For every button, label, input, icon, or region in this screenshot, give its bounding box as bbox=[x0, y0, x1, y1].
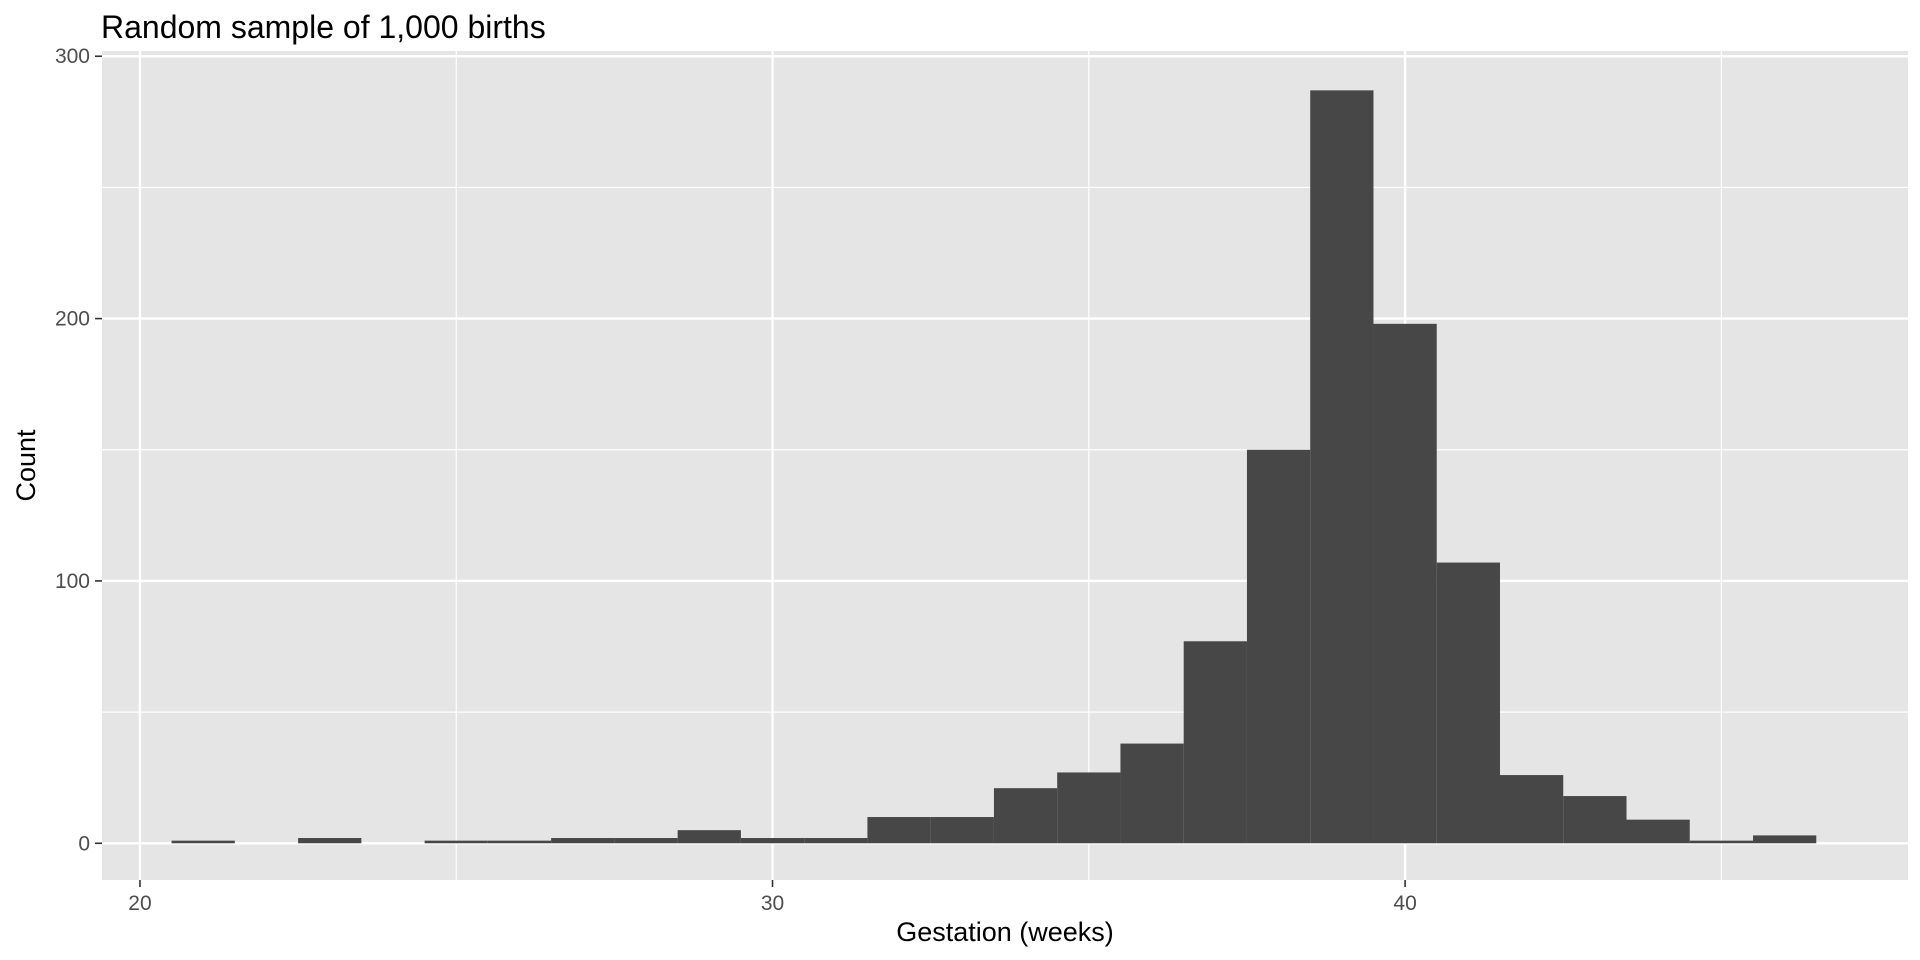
x-tick-label: 40 bbox=[1393, 892, 1416, 915]
histogram-bar bbox=[1183, 641, 1247, 844]
x-axis-title: Gestation (weeks) bbox=[896, 917, 1114, 947]
y-tick-label: 300 bbox=[55, 45, 90, 68]
x-tick-label: 20 bbox=[128, 892, 151, 915]
histogram-bar bbox=[1373, 323, 1437, 844]
histogram-bars bbox=[171, 90, 1817, 844]
histogram-bar bbox=[1120, 743, 1184, 844]
histogram-bar bbox=[677, 830, 741, 844]
chart-title: Random sample of 1,000 births bbox=[101, 9, 546, 45]
histogram-bar bbox=[487, 840, 552, 844]
histogram-bar bbox=[930, 817, 994, 844]
histogram-bar bbox=[1626, 819, 1690, 844]
histogram-bar bbox=[551, 838, 615, 844]
histogram-bar bbox=[1246, 449, 1311, 844]
histogram-bar bbox=[993, 788, 1058, 844]
x-tick-label: 30 bbox=[761, 892, 784, 915]
histogram-bar bbox=[298, 838, 362, 844]
x-axis: 20 30 40 bbox=[128, 880, 1417, 915]
y-tick-label: 100 bbox=[55, 570, 90, 593]
histogram-bar bbox=[867, 817, 931, 844]
grid-minor-lines bbox=[102, 51, 1908, 880]
histogram-bar bbox=[1499, 775, 1564, 844]
y-tick-label: 200 bbox=[55, 308, 90, 331]
histogram-bar bbox=[1689, 840, 1754, 844]
histogram-bar bbox=[804, 838, 868, 844]
histogram-bar bbox=[740, 838, 805, 844]
histogram-bar bbox=[1310, 90, 1374, 844]
y-axis-title: Count bbox=[11, 429, 41, 502]
histogram-bar bbox=[424, 840, 488, 844]
y-axis: 0 100 200 300 bbox=[55, 45, 102, 855]
histogram-bar bbox=[171, 840, 235, 844]
histogram-bar bbox=[1563, 796, 1627, 844]
y-tick-label: 0 bbox=[78, 832, 90, 855]
plot-panel bbox=[102, 51, 1908, 880]
histogram-bar bbox=[1753, 835, 1817, 844]
histogram-bar bbox=[1057, 772, 1121, 844]
histogram-bar bbox=[1436, 562, 1500, 844]
histogram-bar bbox=[614, 838, 678, 844]
